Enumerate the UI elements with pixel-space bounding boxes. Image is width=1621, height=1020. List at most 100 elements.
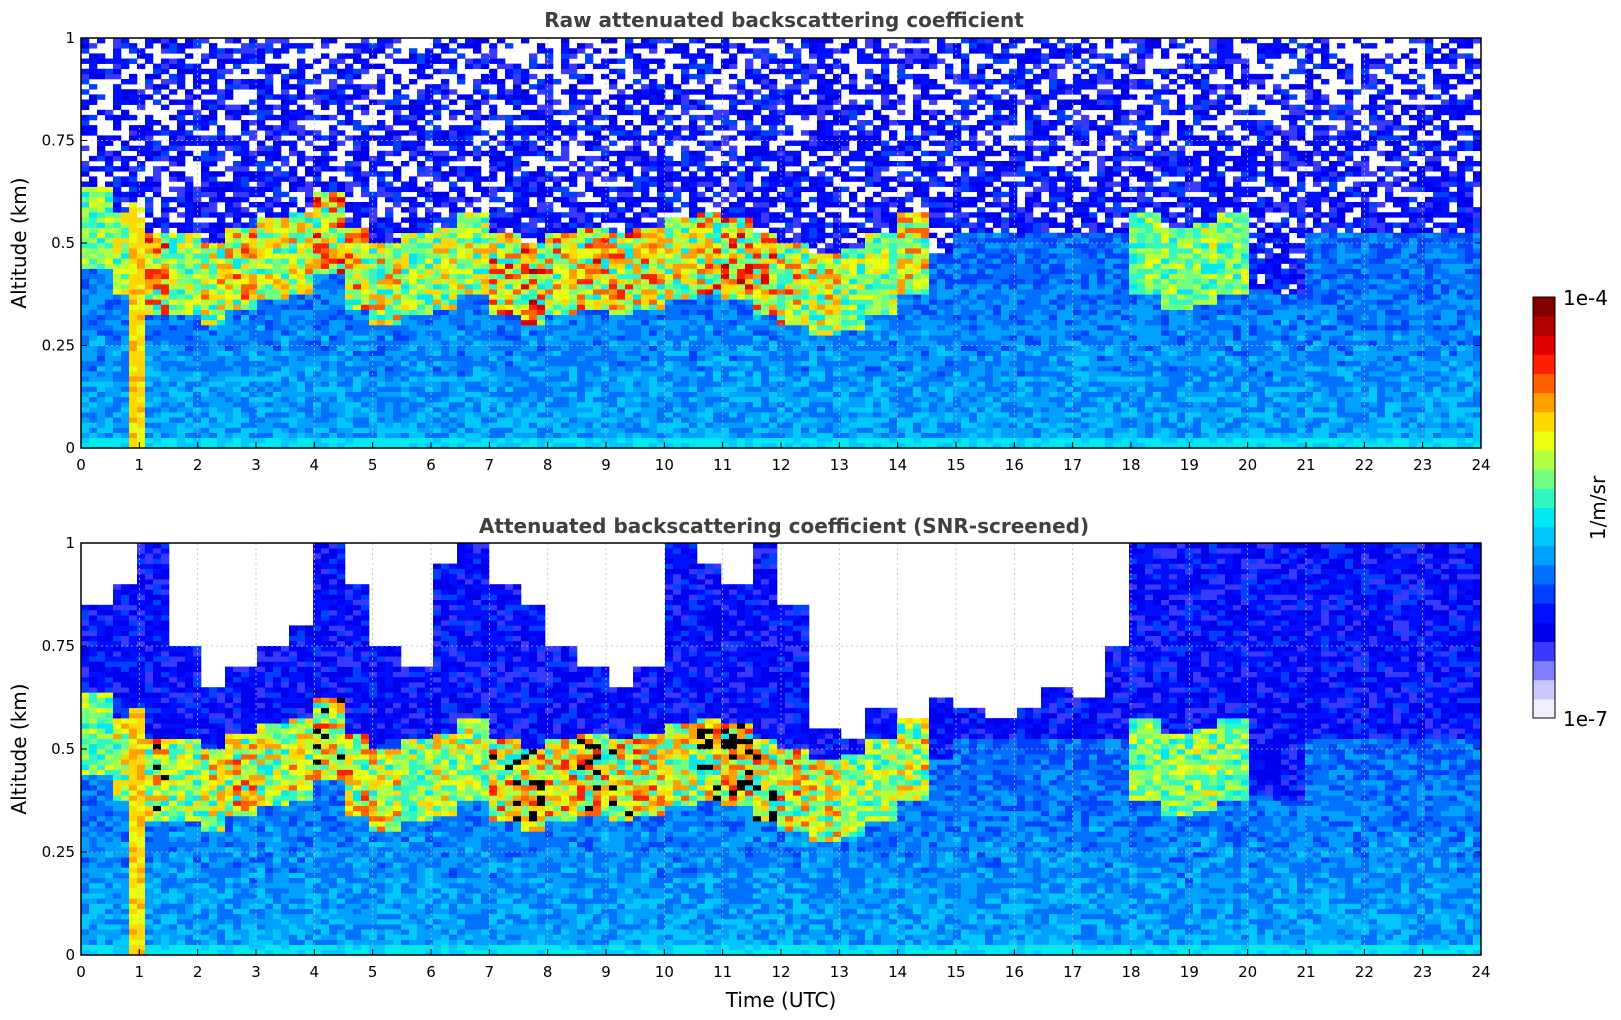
heatmap-cell xyxy=(329,135,337,140)
heatmap-cell xyxy=(617,100,625,105)
heatmap-cell xyxy=(545,253,553,258)
heatmap-cell xyxy=(201,325,209,330)
heatmap-cell xyxy=(649,351,657,356)
heatmap-cell xyxy=(329,228,337,233)
heatmap-cell xyxy=(665,84,673,89)
heatmap-cell xyxy=(345,258,353,263)
heatmap-cell xyxy=(665,74,673,79)
heatmap-cell xyxy=(401,120,409,125)
heatmap-cell xyxy=(265,125,273,130)
heatmap-cell xyxy=(505,294,513,299)
heatmap-cell xyxy=(145,428,153,433)
heatmap-cell xyxy=(201,381,209,386)
heatmap-cell xyxy=(329,279,337,284)
heatmap-cell xyxy=(265,299,273,304)
heatmap-cell xyxy=(185,187,193,192)
heatmap-cell xyxy=(169,310,177,315)
heatmap-cell xyxy=(321,289,329,294)
heatmap-cell xyxy=(553,340,561,345)
heatmap-cell xyxy=(241,253,249,258)
heatmap-cell xyxy=(377,381,385,386)
heatmap-cell xyxy=(177,74,185,79)
heatmap-cell xyxy=(473,100,481,105)
heatmap-cell xyxy=(601,407,609,412)
heatmap-cell xyxy=(625,315,633,320)
heatmap-cell xyxy=(153,120,161,125)
heatmap-cell xyxy=(185,243,193,248)
heatmap-cell xyxy=(441,392,449,397)
heatmap-cell xyxy=(585,294,593,299)
heatmap-cell xyxy=(297,289,305,294)
heatmap-cell xyxy=(129,156,137,161)
heatmap-cell xyxy=(185,279,193,284)
heatmap-cell xyxy=(241,228,249,233)
heatmap-cell xyxy=(497,258,505,263)
heatmap-cell xyxy=(601,125,609,130)
heatmap-cell xyxy=(505,171,513,176)
heatmap-cell xyxy=(129,412,137,417)
heatmap-cell xyxy=(225,166,233,171)
heatmap-cell xyxy=(377,156,385,161)
heatmap-cell xyxy=(281,402,289,407)
heatmap-cell xyxy=(625,392,633,397)
heatmap-cell xyxy=(593,171,601,176)
heatmap-cell xyxy=(81,248,89,253)
heatmap-cell xyxy=(209,376,217,381)
heatmap-cell xyxy=(105,392,113,397)
heatmap-cell xyxy=(257,340,265,345)
heatmap-cell xyxy=(449,38,457,43)
heatmap-cell xyxy=(297,223,305,228)
heatmap-cell xyxy=(641,356,649,361)
heatmap-cell xyxy=(401,417,409,422)
heatmap-cell xyxy=(457,238,465,243)
heatmap-cell xyxy=(561,422,569,427)
heatmap-cell xyxy=(497,151,505,156)
heatmap-cell xyxy=(193,243,201,248)
heatmap-cell xyxy=(329,94,337,99)
heatmap-cell xyxy=(489,361,497,366)
heatmap-cell xyxy=(385,402,393,407)
heatmap-cell xyxy=(633,64,641,69)
heatmap-cell xyxy=(433,84,441,89)
heatmap-cell xyxy=(625,238,633,243)
heatmap-cell xyxy=(193,299,201,304)
heatmap-cell xyxy=(609,340,617,345)
heatmap-cell xyxy=(609,407,617,412)
heatmap-cell xyxy=(553,238,561,243)
heatmap-cell xyxy=(265,105,273,110)
heatmap-cell xyxy=(513,305,521,310)
heatmap-cell xyxy=(289,351,297,356)
heatmap-cell xyxy=(601,74,609,79)
heatmap-cell xyxy=(505,238,513,243)
heatmap-cell xyxy=(121,340,129,345)
heatmap-cell xyxy=(169,428,177,433)
heatmap-cell xyxy=(169,335,177,340)
heatmap-cell xyxy=(425,335,433,340)
heatmap-cell xyxy=(137,330,145,335)
heatmap-cell xyxy=(241,346,249,351)
heatmap-cell xyxy=(433,233,441,238)
heatmap-cell xyxy=(289,264,297,269)
heatmap-cell xyxy=(89,69,97,74)
heatmap-cell xyxy=(521,346,529,351)
heatmap-cell xyxy=(353,387,361,392)
heatmap-cell xyxy=(345,279,353,284)
heatmap-cell xyxy=(305,238,313,243)
heatmap-cell xyxy=(441,325,449,330)
heatmap-cell xyxy=(201,151,209,156)
heatmap-cell xyxy=(185,69,193,74)
heatmap-cell xyxy=(353,84,361,89)
heatmap-cell xyxy=(473,335,481,340)
heatmap-cell xyxy=(329,176,337,181)
heatmap-cell xyxy=(489,274,497,279)
heatmap-cell xyxy=(113,320,121,325)
heatmap-cell xyxy=(497,330,505,335)
heatmap-cell xyxy=(153,130,161,135)
heatmap-cell xyxy=(225,366,233,371)
heatmap-cell xyxy=(217,320,225,325)
heatmap-cell xyxy=(113,187,121,192)
heatmap-cell xyxy=(609,84,617,89)
heatmap-cell xyxy=(609,433,617,438)
heatmap-cell xyxy=(321,264,329,269)
heatmap-cell xyxy=(321,243,329,248)
